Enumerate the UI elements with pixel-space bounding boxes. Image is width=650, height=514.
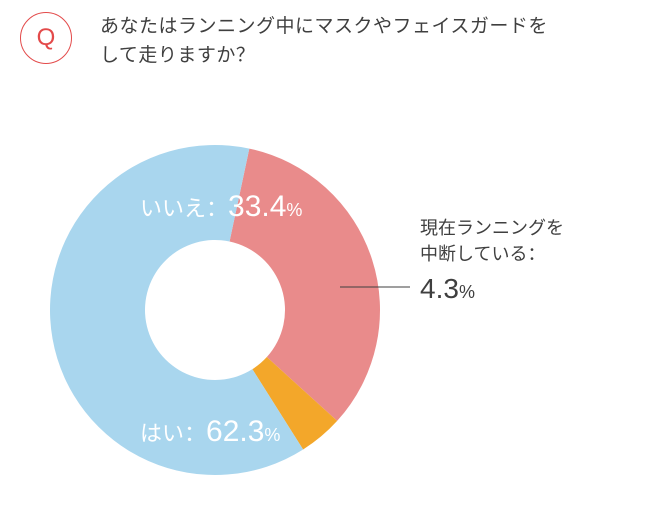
callout-paused-line2: 中断している：	[420, 241, 564, 267]
callout-paused-line1: 現在ランニングを	[420, 215, 564, 241]
slice-callout-paused: 現在ランニングを 中断している： 4.3%	[420, 215, 564, 305]
infographic-root: Q あなたはランニング中にマスクやフェイスガードを して走りますか？ いいえ：3…	[0, 0, 650, 514]
slice-no-name: いいえ	[140, 196, 206, 221]
slice-label-no: いいえ：33.4%	[140, 190, 302, 224]
donut-chart: いいえ：33.4% はい：62.3% 現在ランニングを 中断している： 4.3%	[40, 120, 610, 500]
slice-label-yes: はい：62.3%	[140, 415, 280, 449]
question-badge: Q	[20, 12, 72, 64]
donut-chart-svg	[40, 120, 610, 500]
slice-no-value: 33.4	[228, 190, 286, 223]
question-badge-letter: Q	[37, 26, 56, 50]
question-text-line1: あなたはランニング中にマスクやフェイスガードを	[100, 16, 548, 37]
slice-no-unit: %	[286, 200, 302, 220]
callout-paused-unit: %	[459, 282, 475, 302]
slice-sep: ：	[206, 196, 228, 221]
callout-paused-value: 4.3	[420, 273, 459, 304]
question-text: あなたはランニング中にマスクやフェイスガードを して走りますか？	[100, 12, 548, 71]
slice-yes-unit: %	[264, 425, 280, 445]
question-header: Q あなたはランニング中にマスクやフェイスガードを して走りますか？	[20, 12, 548, 71]
slice-sep: ：	[184, 421, 206, 446]
question-text-line2: して走りますか？	[100, 45, 255, 66]
slice-yes-name: はい	[140, 421, 184, 446]
slice-yes-value: 62.3	[206, 415, 264, 448]
